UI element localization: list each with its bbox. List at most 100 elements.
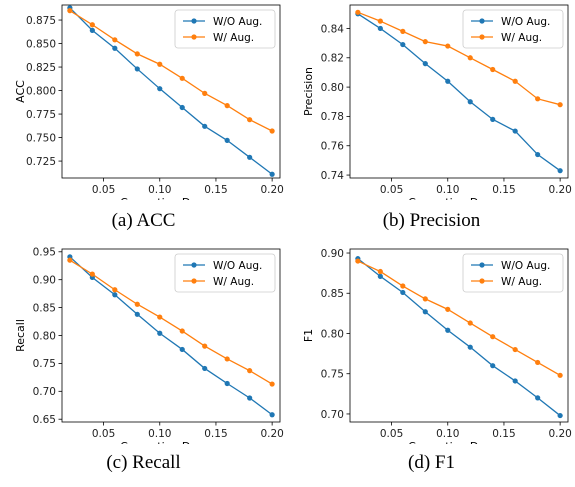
y-tick-label: 0.75 (33, 358, 56, 370)
y-tick-label: 0.90 (321, 248, 344, 260)
chart-recall: 0.05 0.10 0.15 0.20 0.65 0.70 0.75 0.80 0.85 0.90… (14, 247, 284, 444)
data-point (512, 128, 518, 134)
y-tick-label: 0.78 (321, 111, 344, 123)
data-point (400, 28, 406, 34)
data-point (202, 123, 208, 129)
data-point (224, 380, 230, 387)
data-point (445, 43, 451, 49)
y-tick-label: 0.800 (26, 85, 56, 97)
data-point (67, 257, 73, 263)
data-point (467, 320, 473, 326)
data-point (179, 328, 185, 334)
data-point (557, 412, 563, 419)
data-point (422, 309, 428, 315)
legend-label: W/O Aug. (213, 260, 262, 272)
x-axis-label: Corruption Degree (120, 196, 222, 200)
legend-marker (191, 34, 197, 40)
legend-box (462, 253, 564, 293)
y-tick-label: 0.80 (321, 328, 344, 340)
x-axis-label: Corruption Degree (408, 196, 510, 200)
y-tick-label: 0.95 (33, 247, 56, 259)
y-tick-label: 0.70 (321, 409, 344, 421)
series-line-1 (357, 258, 561, 417)
data-point (202, 90, 208, 96)
data-point (535, 395, 541, 401)
y-tick-label: 0.82 (321, 53, 344, 65)
legend-label: W/O Aug. (501, 260, 550, 272)
x-tick-label: 0.20 (260, 184, 283, 196)
panel-f1: 0.05 0.10 0.15 0.20 0.70 0.75 0.80 0.85 0.90 Corr… (288, 244, 575, 487)
y-tick-label: 0.875 (26, 15, 56, 27)
x-tick-label: 0.10 (436, 428, 459, 440)
x-tick-label: 0.20 (548, 428, 571, 440)
legend-marker (479, 278, 485, 284)
data-point (269, 412, 275, 418)
caption-recall: (c) Recall (106, 452, 181, 473)
legend-box (462, 9, 564, 49)
data-point (224, 137, 230, 143)
x-tick-label: 0.05 (92, 428, 115, 440)
legend-marker (191, 262, 197, 268)
data-point (467, 344, 473, 350)
y-axis-label: ACC (14, 80, 27, 103)
x-tick-label: 0.10 (148, 184, 171, 196)
data-point (202, 365, 208, 372)
data-point (269, 128, 275, 134)
caption-acc: (a) ACC (111, 210, 176, 231)
data-point (400, 283, 406, 289)
x-tick-label: 0.20 (260, 428, 283, 440)
data-point (512, 346, 518, 353)
y-tick-label: 0.75 (321, 369, 344, 381)
chart-acc: 0.05 0.10 0.15 0.20 0.725 0.750 0.775 0.800 0.82… (14, 4, 284, 200)
legend-label: W/ Aug. (213, 276, 254, 288)
data-point (445, 327, 451, 333)
data-point (557, 102, 563, 108)
data-point (134, 66, 140, 72)
data-point (490, 334, 496, 340)
x-tick-label: 0.05 (380, 428, 403, 440)
legend-label: W/ Aug. (501, 32, 542, 44)
y-tick-label: 0.80 (321, 82, 344, 94)
legend-marker (479, 262, 485, 268)
y-tick-label: 0.85 (33, 302, 56, 314)
x-axis-label: Corruption Degree (120, 440, 222, 444)
data-point (224, 103, 230, 109)
data-point (89, 27, 95, 33)
data-point (400, 289, 406, 296)
data-point (490, 116, 496, 122)
y-tick-label: 0.84 (321, 23, 345, 35)
x-tick-label: 0.05 (380, 184, 403, 196)
data-point (134, 311, 140, 317)
legend-label: W/O Aug. (501, 16, 550, 28)
data-point (89, 271, 95, 277)
data-point (112, 292, 118, 298)
y-tick-label: 0.725 (26, 156, 56, 168)
series-line-1 (69, 7, 273, 175)
data-point (202, 343, 208, 349)
data-point (247, 395, 253, 401)
data-point (355, 258, 361, 264)
data-point (422, 61, 428, 67)
data-point (377, 268, 383, 275)
data-point (535, 359, 541, 366)
x-tick-label: 0.15 (204, 184, 227, 196)
chart-precision: 0.05 0.10 0.15 0.20 0.74 0.76 0.78 0.80 0.82 0.84… (302, 4, 572, 200)
data-point (467, 55, 473, 61)
data-point (247, 154, 253, 160)
data-point (269, 381, 275, 387)
series-line-1 (69, 256, 273, 416)
y-tick-label: 0.850 (26, 38, 56, 50)
legend-label: W/O Aug. (213, 16, 262, 28)
legend-label: W/ Aug. (501, 276, 542, 288)
data-point (157, 86, 163, 92)
data-point (512, 78, 518, 84)
x-tick-label: 0.15 (204, 428, 227, 440)
y-axis-label: F1 (302, 329, 315, 342)
x-tick-label: 0.05 (92, 184, 115, 196)
data-point (134, 301, 140, 307)
data-point (112, 37, 118, 43)
series-line-2 (69, 10, 273, 132)
y-tick-label: 0.825 (26, 62, 56, 74)
y-axis-label: Recall (14, 319, 27, 352)
